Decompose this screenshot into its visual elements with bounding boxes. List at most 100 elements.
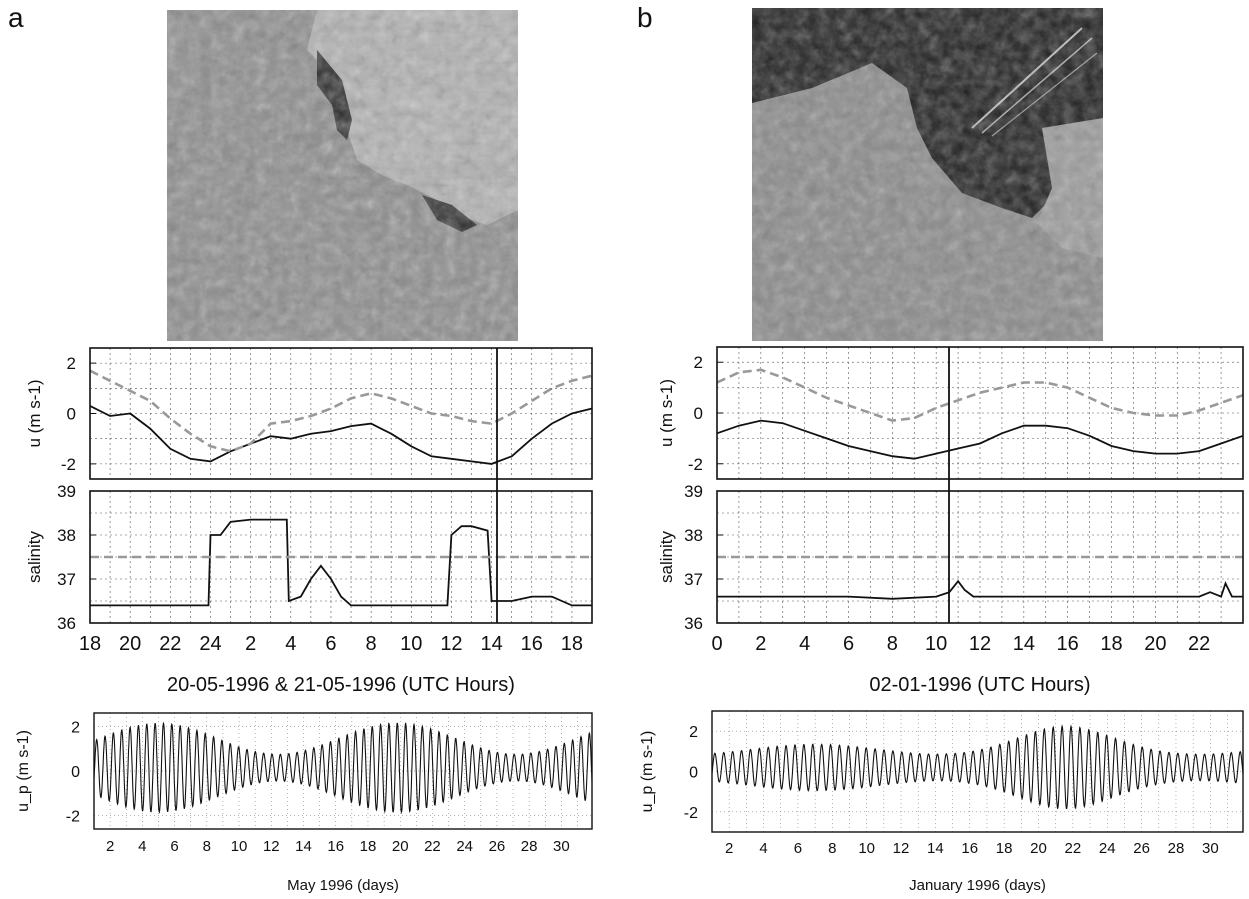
time-tick-label: 18 [561,633,583,655]
up-xtick: 10 [231,838,248,855]
time-tick-label: 4 [285,633,296,655]
up-xtick: 10 [858,840,875,857]
up-xtick: 2 [725,840,733,857]
salinity_plot-ytick: 38 [684,526,703,545]
up-xtick: 8 [828,840,836,857]
salinity_plot-ytick: 39 [57,482,76,501]
up-xtick: 12 [263,838,280,855]
time-axis-label: 02-01-1996 (UTC Hours) [869,674,1090,696]
time-tick-label: 14 [480,633,502,655]
salinity_plot-ytick: 39 [684,482,703,501]
time-tick-label: 22 [159,633,181,655]
panel-a-label: a [8,2,24,33]
up-series [711,724,1244,810]
time-tick-label: 18 [79,633,101,655]
up-xtick: 26 [1133,840,1150,857]
salinity_plot-series-solid [717,579,1243,600]
time-tick-label: 8 [887,633,898,655]
u_plot-ylabel: u (m s-1) [25,380,44,448]
up-ytick: -2 [684,805,698,822]
up-xtick: 14 [295,838,312,855]
u_plot-series-dashed [89,369,593,453]
time-tick-label: 20 [119,633,141,655]
u_plot-ylabel: u (m s-1) [657,379,676,447]
time-tick-label: 6 [843,633,854,655]
up-xtick: 28 [1168,840,1185,857]
time-axis-label: 20-05-1996 & 21-05-1996 (UTC Hours) [167,674,515,696]
time-tick-label: 10 [925,633,947,655]
up-ylabel: u_p (m s-1) [15,730,32,812]
up-xtick: 12 [893,840,910,857]
up-xtick: 6 [794,840,802,857]
sar-image-a [167,10,518,341]
up-xtick: 8 [203,838,211,855]
u_plot-ytick: -2 [688,455,703,474]
sar-image-b [752,8,1103,341]
up-xtick: 2 [106,838,114,855]
up-xlabel: May 1996 (days) [287,877,399,894]
up-xtick: 4 [759,840,767,857]
up-xtick: 22 [424,838,441,855]
up-xtick: 26 [489,838,506,855]
u_plot-series-dashed [716,368,1244,422]
up-frame [711,710,1244,833]
salinity_plot-frame [89,490,593,624]
up-xtick: 4 [138,838,146,855]
time-tick-label: 22 [1188,633,1210,655]
salinity_plot-ytick: 38 [57,526,76,545]
u_plot-ytick: 2 [694,353,703,372]
u_plot-series-solid [716,419,1244,460]
salinity_plot-ytick: 36 [57,614,76,633]
panel-b-label: b [637,2,653,33]
salinity_plot-ylabel: salinity [657,531,676,583]
up-xtick: 20 [392,838,409,855]
time-tick-label: 20 [1144,633,1166,655]
up-series [93,721,593,815]
up-xtick: 30 [553,838,570,855]
up-xtick: 24 [456,838,473,855]
up-xlabel: January 1996 (days) [909,877,1046,894]
u_plot-ytick: 0 [694,404,703,423]
up-ytick: -2 [66,809,80,826]
time-tick-label: 24 [199,633,221,655]
salinity_plot-ytick: 37 [684,570,703,589]
u_plot-ytick: -2 [61,455,76,474]
u_plot-series-solid [89,405,593,465]
up-ylabel: u_p (m s-1) [639,731,656,813]
up-xtick: 20 [1030,840,1047,857]
time-tick-label: 16 [1057,633,1079,655]
time-tick-label: 4 [799,633,810,655]
up-ytick: 0 [689,765,698,782]
up-xtick: 18 [996,840,1013,857]
up-ytick: 2 [71,719,80,736]
up-xtick: 16 [327,838,344,855]
up-xtick: 18 [360,838,377,855]
salinity_plot-frame [716,490,1244,624]
salinity_plot-ylabel: salinity [25,531,44,583]
u_plot-ytick: 0 [67,405,76,424]
time-tick-label: 2 [245,633,256,655]
up-xtick: 14 [927,840,944,857]
u_plot-ytick: 2 [67,354,76,373]
time-tick-label: 12 [440,633,462,655]
up-ytick: 0 [71,764,80,781]
salinity_plot-ytick: 36 [684,614,703,633]
time-tick-label: 12 [969,633,991,655]
up-xtick: 30 [1202,840,1219,857]
time-tick-label: 16 [521,633,543,655]
up-frame [93,712,593,830]
up-ytick: 2 [689,724,698,741]
time-tick-label: 8 [366,633,377,655]
up-xtick: 28 [521,838,538,855]
time-tick-label: 6 [325,633,336,655]
salinity_plot-ytick: 37 [57,570,76,589]
time-tick-label: 10 [400,633,422,655]
time-tick-label: 0 [711,633,722,655]
time-tick-label: 14 [1013,633,1035,655]
up-xtick: 24 [1099,840,1116,857]
salinity_plot-series-solid [90,518,592,607]
u_plot-frame [89,347,593,480]
up-xtick: 22 [1065,840,1082,857]
up-xtick: 16 [961,840,978,857]
